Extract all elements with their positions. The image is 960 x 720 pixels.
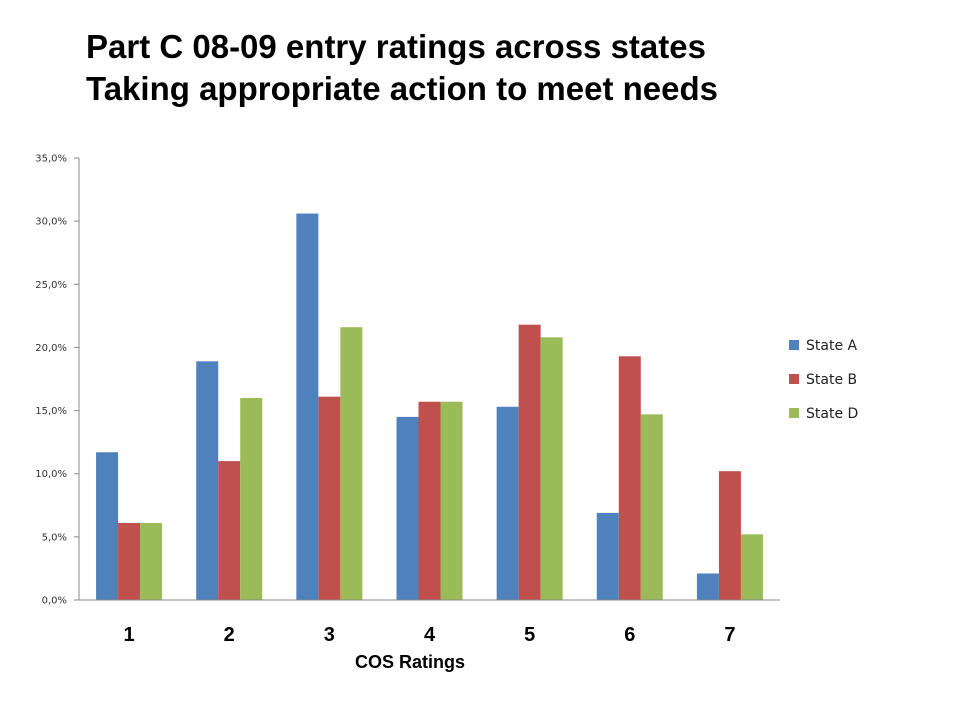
x-tick-label: 1 bbox=[124, 624, 135, 646]
bar-state-d-1 bbox=[140, 522, 163, 600]
bar-state-b-7 bbox=[718, 471, 741, 600]
bar-state-b-3 bbox=[318, 396, 341, 600]
legend-label: State B bbox=[806, 372, 857, 388]
y-tick-label: 25,0% bbox=[35, 280, 67, 291]
bars bbox=[96, 213, 763, 600]
y-tick-label: 20,0% bbox=[35, 343, 67, 354]
x-tick-label: 4 bbox=[424, 624, 436, 646]
chart-title-line-2: Taking appropriate action to meet needs bbox=[86, 70, 719, 107]
y-tick-label: 30,0% bbox=[35, 217, 67, 228]
x-axis: 1 2 3 4 5 6 7 bbox=[79, 599, 780, 646]
legend-swatch bbox=[789, 408, 799, 418]
legend-swatch bbox=[789, 374, 799, 384]
legend-swatch bbox=[789, 340, 799, 350]
bar-state-b-4 bbox=[418, 401, 441, 600]
bar-state-d-6 bbox=[640, 414, 663, 600]
legend: State A State B State D bbox=[789, 338, 858, 422]
bar-state-d-5 bbox=[540, 337, 563, 600]
x-tick-label: 3 bbox=[324, 624, 335, 646]
x-tick-label: 5 bbox=[524, 624, 535, 646]
x-tick-label: 7 bbox=[724, 624, 735, 646]
chart-title: Part C 08-09 entry ratings across states… bbox=[86, 26, 718, 110]
y-tick-label: 15,0% bbox=[35, 406, 67, 417]
bar-state-a-1 bbox=[96, 452, 119, 600]
bar-state-a-5 bbox=[496, 406, 519, 600]
bar-state-b-2 bbox=[218, 461, 241, 600]
bar-state-d-4 bbox=[440, 401, 463, 600]
legend-label: State A bbox=[806, 338, 858, 354]
bar-state-a-2 bbox=[196, 361, 219, 600]
bar-state-a-3 bbox=[296, 213, 319, 600]
bar-state-b-5 bbox=[518, 324, 541, 600]
x-tick-label: 2 bbox=[224, 624, 235, 646]
bar-state-d-3 bbox=[340, 327, 363, 600]
y-tick-label: 5,0% bbox=[42, 532, 67, 543]
x-axis-label: COS Ratings bbox=[355, 652, 465, 672]
bar-state-a-6 bbox=[596, 512, 619, 600]
chart-title-line-1: Part C 08-09 entry ratings across states bbox=[86, 28, 706, 65]
y-tick-label: 10,0% bbox=[35, 469, 67, 480]
legend-label: State D bbox=[806, 406, 858, 422]
y-tick-label: 0,0% bbox=[42, 596, 67, 607]
bar-state-d-7 bbox=[740, 534, 763, 600]
y-tick-label: 35,0% bbox=[35, 154, 67, 165]
x-tick-label: 6 bbox=[624, 624, 635, 646]
bar-state-a-4 bbox=[396, 416, 419, 600]
bar-state-d-2 bbox=[240, 397, 263, 600]
bar-state-b-1 bbox=[118, 522, 141, 600]
bar-state-b-6 bbox=[618, 356, 641, 600]
bar-state-a-7 bbox=[696, 573, 719, 600]
y-axis: 0,0% 5,0% 10,0% 15,0% 20,0% 25,0% 30,0% 35,0% bbox=[35, 154, 80, 607]
